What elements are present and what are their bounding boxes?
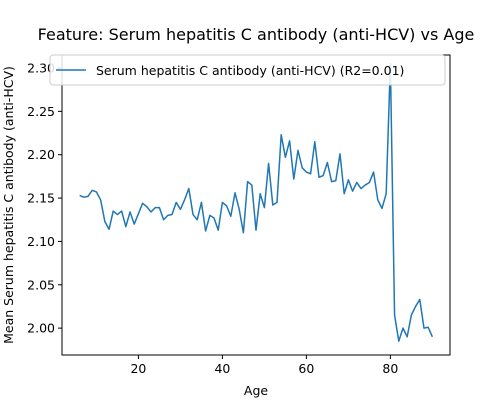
x-tick-label: 20 (130, 361, 146, 376)
y-tick-label: 2.30 (27, 61, 55, 76)
x-tick-label: 40 (214, 361, 230, 376)
y-tick-label: 2.25 (27, 104, 55, 119)
legend-label: Serum hepatitis C antibody (anti-HCV) (R… (96, 63, 404, 78)
y-tick-label: 2.10 (27, 234, 55, 249)
legend: Serum hepatitis C antibody (anti-HCV) (R… (49, 54, 446, 86)
x-tick-label: 60 (298, 361, 314, 376)
y-tick-label: 2.20 (27, 147, 55, 162)
y-axis-label: Mean Serum hepatitis C antibody (anti-HC… (1, 66, 16, 344)
y-tick-label: 2.15 (27, 191, 55, 206)
y-tick-label: 2.00 (27, 321, 55, 336)
legend-box (49, 54, 446, 86)
y-tick-label: 2.05 (27, 277, 55, 292)
chart-title: Feature: Serum hepatitis C antibody (ant… (38, 25, 475, 44)
x-axis-label: Age (244, 383, 268, 398)
plot-area-frame (61, 54, 451, 356)
series-line (79, 62, 434, 342)
x-tick-label: 80 (382, 361, 398, 376)
